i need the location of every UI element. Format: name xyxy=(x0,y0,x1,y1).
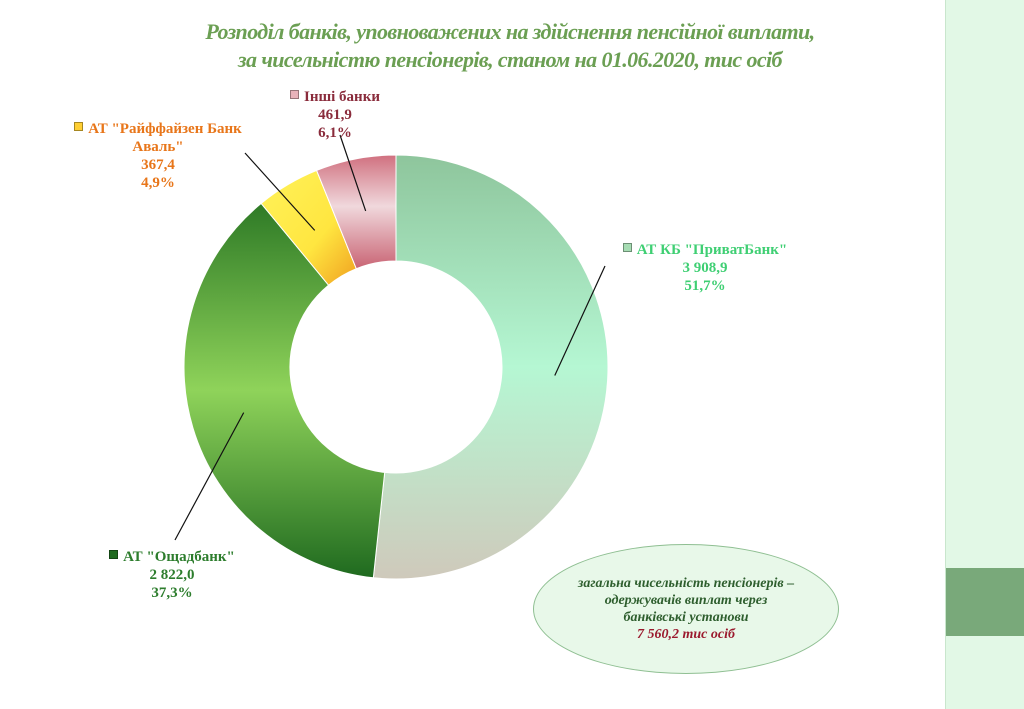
label-privatbank-name: АТ КБ "ПриватБанк" xyxy=(636,242,788,258)
label-oschadbank: АТ "Ощадбанк" 2 822,0 37,3% xyxy=(72,548,272,602)
label-raiffeisen-value: 367,4 xyxy=(141,157,175,173)
label-oschadbank-value: 2 822,0 xyxy=(149,567,195,583)
label-other-banks-name: Інші банки xyxy=(304,89,380,105)
slice-oschadbank xyxy=(183,202,386,579)
label-other-banks-percent: 6,1% xyxy=(318,125,352,141)
legend-key-privatbank xyxy=(622,243,632,252)
chart-title-line-1: Розподіл банків, уповноважених на здійсн… xyxy=(205,19,815,44)
slice-other-banks xyxy=(315,154,397,270)
label-privatbank: АТ КБ "ПриватБанк" 3 908,9 51,7% xyxy=(600,241,810,295)
label-raiffeisen-name-line-2: Аваль" xyxy=(132,139,184,155)
chart-title-line-2: за чисельністю пенсіонерів, станом на 01… xyxy=(238,47,782,72)
donut-chart xyxy=(174,134,609,580)
total-summary-ellipse: загальна чисельність пенсіонерів – одерж… xyxy=(533,544,839,674)
label-oschadbank-percent: 37,3% xyxy=(151,585,193,601)
legend-key-raiffeisen xyxy=(74,122,84,131)
summary-line-2: одержувачів виплат через xyxy=(604,593,768,608)
summary-line-3: банківські установи xyxy=(623,610,749,625)
chart-title: Розподіл банків, уповноважених на здійсн… xyxy=(150,18,870,74)
label-raiffeisen-name-line-1: АТ "Райффайзен Банк xyxy=(88,121,242,137)
label-other-banks: Інші банки 461,9 6,1% xyxy=(255,88,415,142)
leader-line-privatbank xyxy=(554,265,606,376)
label-oschadbank-name: АТ "Ощадбанк" xyxy=(123,549,235,565)
slice-privatbank xyxy=(372,154,609,580)
label-raiffeisen: АТ "Райффайзен Банк Аваль" 367,4 4,9% xyxy=(48,120,268,192)
leader-line-oschadbank xyxy=(174,412,245,541)
summary-line-1: загальна чисельність пенсіонерів – xyxy=(577,576,795,591)
summary-total: 7 560,2 тис осіб xyxy=(637,627,735,642)
right-sidebar-decoration xyxy=(945,0,1024,709)
leader-line-raiffeisen xyxy=(244,152,316,231)
label-privatbank-percent: 51,7% xyxy=(684,278,726,294)
label-raiffeisen-percent: 4,9% xyxy=(141,175,175,191)
legend-key-other-banks xyxy=(290,90,299,99)
leader-line-other-banks xyxy=(339,134,367,212)
label-privatbank-value: 3 908,9 xyxy=(682,260,728,276)
label-other-banks-value: 461,9 xyxy=(318,107,352,123)
sidebar-accent-block xyxy=(946,568,1024,636)
legend-key-oschadbank xyxy=(109,550,119,559)
